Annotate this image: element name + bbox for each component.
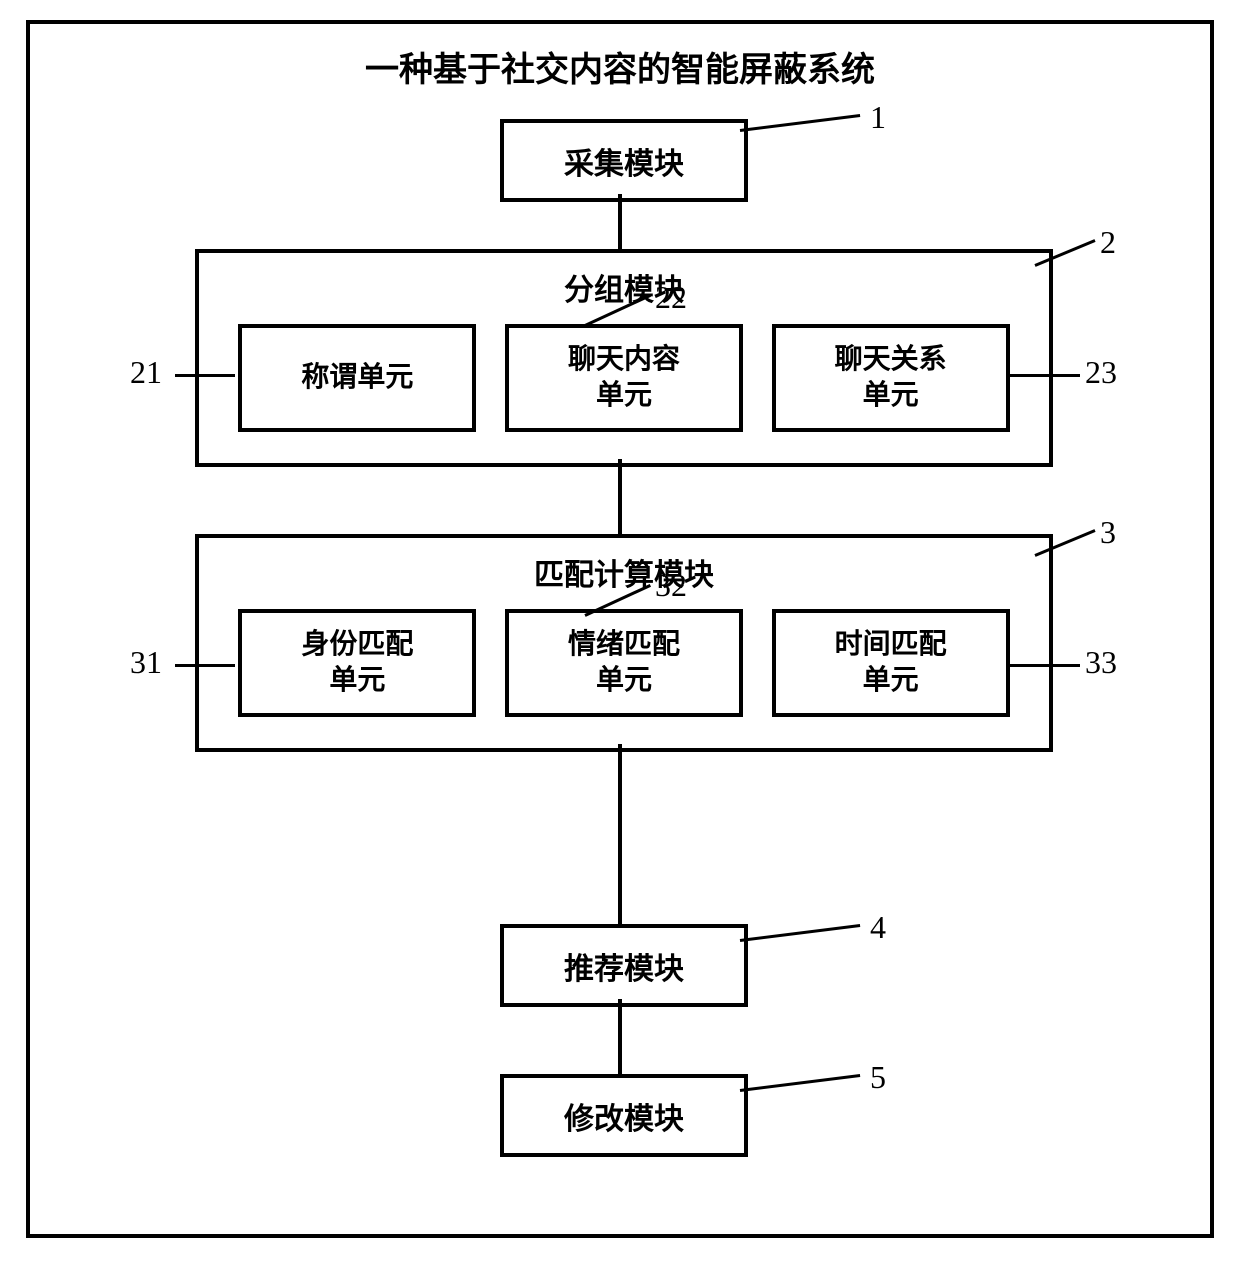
lead-line <box>175 664 235 667</box>
module-5-label: 修改模块 <box>564 1094 684 1138</box>
unit-31: 身份匹配 单元 <box>238 609 476 717</box>
diagram-frame: 一种基于社交内容的智能屏蔽系统 采集模块 分组模块 称谓单元 聊天内容 单元 聊… <box>26 20 1214 1238</box>
lead-line <box>1010 664 1080 667</box>
lead-line <box>175 374 235 377</box>
connector-line <box>618 194 622 249</box>
lead-line <box>740 924 860 942</box>
reference-number: 33 <box>1085 644 1117 681</box>
module-4: 推荐模块 <box>500 924 748 1007</box>
reference-number: 23 <box>1085 354 1117 391</box>
unit-21-label: 称谓单元 <box>301 360 413 396</box>
connector-line <box>618 459 622 534</box>
reference-number: 5 <box>870 1059 886 1096</box>
unit-32-label: 情绪匹配 单元 <box>568 627 680 700</box>
reference-number: 21 <box>130 354 162 391</box>
connector-line <box>618 744 622 924</box>
module-2-label: 分组模块 <box>199 265 1049 309</box>
unit-32: 情绪匹配 单元 <box>505 609 743 717</box>
reference-number: 32 <box>655 567 687 604</box>
unit-22-label: 聊天内容 单元 <box>568 342 680 415</box>
lead-line <box>740 114 860 132</box>
unit-22: 聊天内容 单元 <box>505 324 743 432</box>
reference-number: 3 <box>1100 514 1116 551</box>
reference-number: 4 <box>870 909 886 946</box>
module-3-label: 匹配计算模块 <box>199 550 1049 594</box>
module-2: 分组模块 称谓单元 聊天内容 单元 聊天关系 单元 <box>195 249 1053 467</box>
diagram-title: 一种基于社交内容的智能屏蔽系统 <box>30 42 1210 91</box>
reference-number: 2 <box>1100 224 1116 261</box>
unit-23: 聊天关系 单元 <box>772 324 1010 432</box>
unit-21: 称谓单元 <box>238 324 476 432</box>
module-3: 匹配计算模块 身份匹配 单元 情绪匹配 单元 时间匹配 单元 <box>195 534 1053 752</box>
reference-number: 1 <box>870 99 886 136</box>
connector-line <box>618 999 622 1074</box>
module-1: 采集模块 <box>500 119 748 202</box>
unit-33: 时间匹配 单元 <box>772 609 1010 717</box>
unit-31-label: 身份匹配 单元 <box>301 627 413 700</box>
module-1-label: 采集模块 <box>564 139 684 183</box>
module-4-label: 推荐模块 <box>564 944 684 988</box>
lead-line <box>1010 374 1080 377</box>
reference-number: 22 <box>655 279 687 316</box>
unit-23-label: 聊天关系 单元 <box>835 342 947 415</box>
unit-33-label: 时间匹配 单元 <box>835 627 947 700</box>
lead-line <box>740 1074 860 1092</box>
module-5: 修改模块 <box>500 1074 748 1157</box>
reference-number: 31 <box>130 644 162 681</box>
